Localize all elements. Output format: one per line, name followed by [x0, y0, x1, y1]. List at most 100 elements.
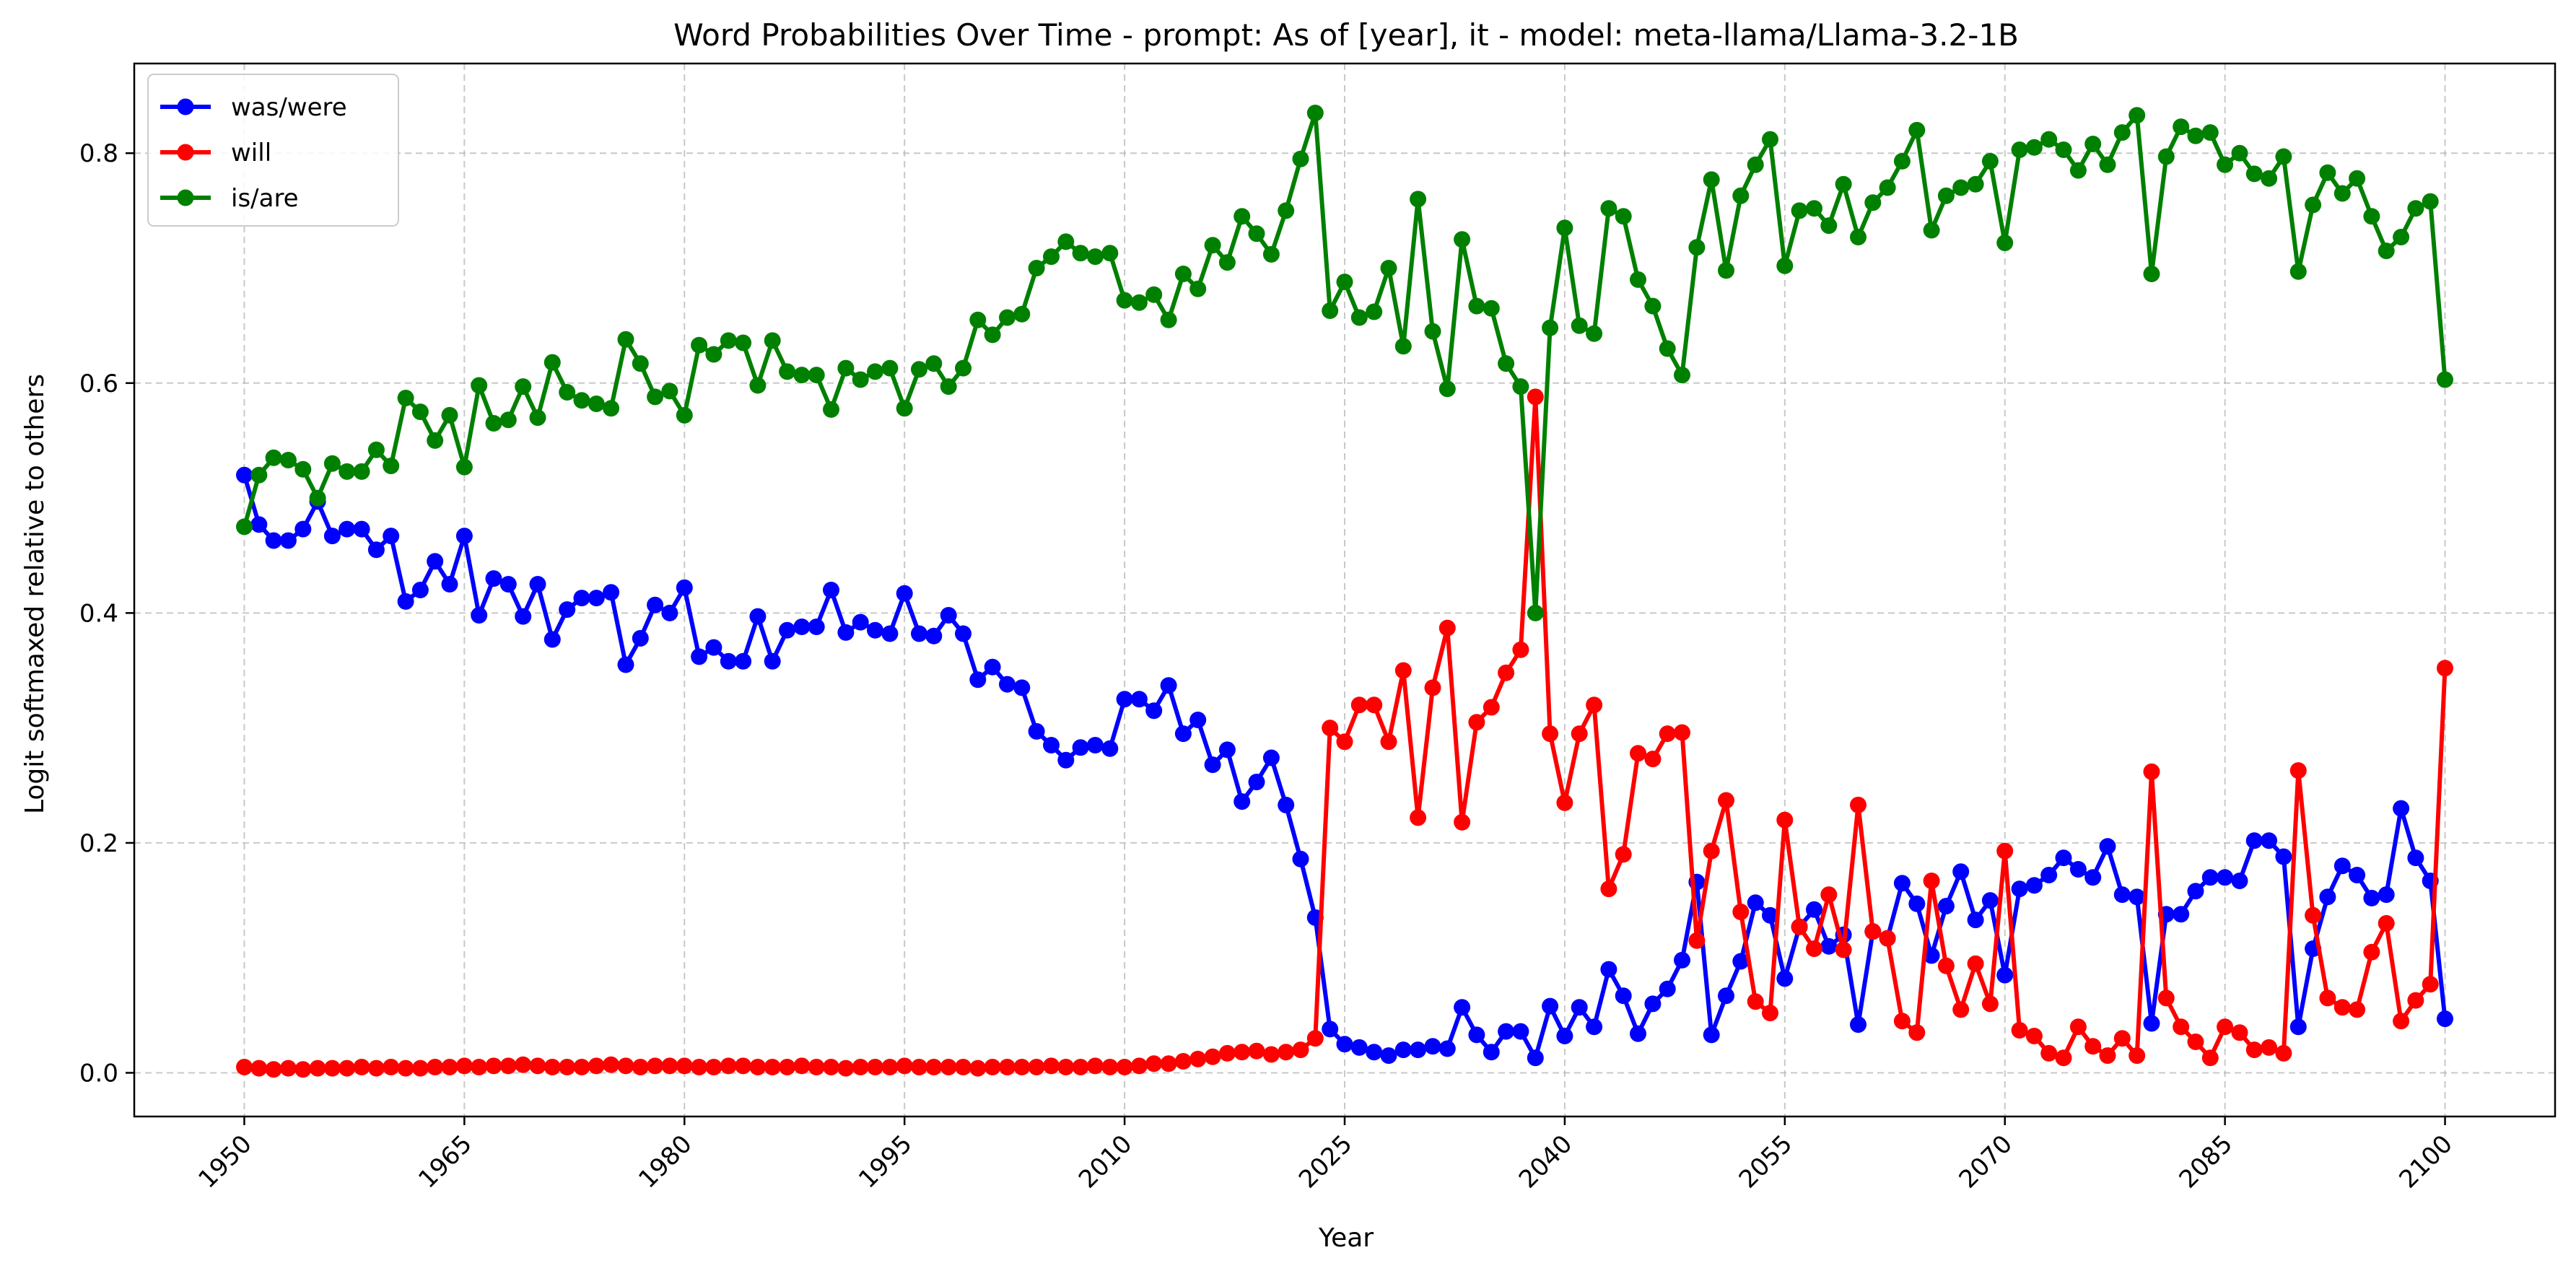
- data-point: [2349, 1001, 2366, 1018]
- data-point: [793, 367, 811, 384]
- data-point: [1072, 245, 1089, 262]
- data-point: [2129, 107, 2146, 124]
- data-point: [1218, 741, 1236, 759]
- data-point: [999, 309, 1016, 326]
- data-point: [1952, 179, 1970, 196]
- data-point: [1438, 1040, 1456, 1057]
- data-point: [1586, 696, 1603, 714]
- data-point: [1762, 906, 1778, 924]
- data-point: [1864, 194, 1882, 211]
- data-point: [236, 518, 253, 536]
- data-point: [1218, 1044, 1236, 1062]
- data-point: [2261, 832, 2278, 849]
- data-point: [1820, 886, 1838, 904]
- data-point: [1116, 1059, 1133, 1075]
- data-point: [1454, 813, 1471, 831]
- data-point: [661, 604, 678, 621]
- data-point: [940, 1059, 957, 1075]
- data-point: [852, 613, 869, 631]
- data-point: [1057, 1059, 1075, 1075]
- data-point: [1262, 749, 1280, 766]
- data-point: [279, 452, 297, 468]
- data-point: [720, 652, 737, 670]
- data-point: [383, 1059, 400, 1075]
- data-point: [2173, 1018, 2190, 1036]
- data-point: [1806, 940, 1822, 957]
- data-point: [1204, 1048, 1221, 1065]
- data-point: [1262, 245, 1280, 263]
- data-point: [984, 326, 1001, 344]
- data-point: [471, 1059, 488, 1075]
- data-point: [1498, 355, 1515, 372]
- data-point: [1806, 200, 1822, 217]
- data-point: [236, 466, 253, 484]
- data-point: [1130, 294, 1148, 311]
- legend-item: was/were: [160, 93, 347, 122]
- data-point: [1762, 1005, 1778, 1022]
- data-point: [1806, 901, 1822, 918]
- data-point: [1278, 796, 1295, 813]
- data-point: [779, 1059, 796, 1075]
- data-point: [1718, 262, 1734, 279]
- data-point: [940, 607, 957, 624]
- data-point: [603, 584, 620, 601]
- data-point: [250, 516, 268, 533]
- data-point: [735, 1057, 752, 1075]
- data-point: [661, 1057, 678, 1075]
- data-point: [1893, 152, 1911, 170]
- data-point: [588, 590, 605, 607]
- y-tick-label: 0.2: [79, 829, 118, 858]
- data-point: [955, 1059, 972, 1075]
- data-point: [485, 415, 502, 432]
- data-point: [1350, 309, 1368, 326]
- data-point: [852, 1059, 869, 1075]
- data-point: [1468, 1026, 1485, 1044]
- data-point: [2084, 869, 2102, 886]
- data-point: [984, 1059, 1001, 1075]
- data-point: [353, 1059, 370, 1075]
- data-point: [1571, 999, 1588, 1016]
- data-point: [2201, 124, 2219, 141]
- data-point: [309, 489, 326, 507]
- data-point: [1527, 388, 1544, 406]
- data-point: [896, 1057, 913, 1075]
- data-point: [499, 1057, 517, 1075]
- data-point: [2275, 148, 2292, 165]
- data-point: [1512, 378, 1529, 396]
- data-point: [543, 1059, 561, 1075]
- data-point: [2157, 989, 2175, 1007]
- data-point: [2437, 371, 2453, 388]
- data-point: [559, 1059, 576, 1075]
- data-point: [1174, 266, 1192, 282]
- data-point: [441, 576, 458, 593]
- data-point: [1336, 733, 1353, 751]
- legend-box: [147, 74, 399, 227]
- data-point: [867, 363, 883, 380]
- data-point: [1028, 722, 1045, 740]
- data-point: [2231, 144, 2248, 162]
- data-point: [1086, 1057, 1104, 1075]
- data-point: [1204, 756, 1221, 774]
- data-point: [485, 1057, 502, 1075]
- data-point: [837, 1059, 855, 1077]
- data-point: [984, 658, 1001, 676]
- y-axis-label: Logit softmaxed relative to others: [20, 374, 50, 814]
- data-point: [1718, 987, 1734, 1005]
- data-point: [1996, 966, 2014, 984]
- data-point: [823, 1059, 839, 1075]
- data-point: [896, 400, 913, 417]
- data-point: [2363, 943, 2380, 961]
- data-point: [2055, 849, 2072, 867]
- data-point: [559, 384, 576, 401]
- data-point: [793, 619, 811, 635]
- data-point: [617, 656, 634, 673]
- data-point: [573, 1059, 590, 1075]
- data-point: [2393, 800, 2410, 817]
- data-point: [2040, 867, 2058, 883]
- data-point: [2333, 999, 2351, 1016]
- data-point: [1586, 325, 1603, 342]
- data-point: [632, 629, 649, 647]
- data-point: [2011, 1022, 2028, 1039]
- data-point: [1234, 793, 1251, 810]
- data-point: [1615, 846, 1632, 863]
